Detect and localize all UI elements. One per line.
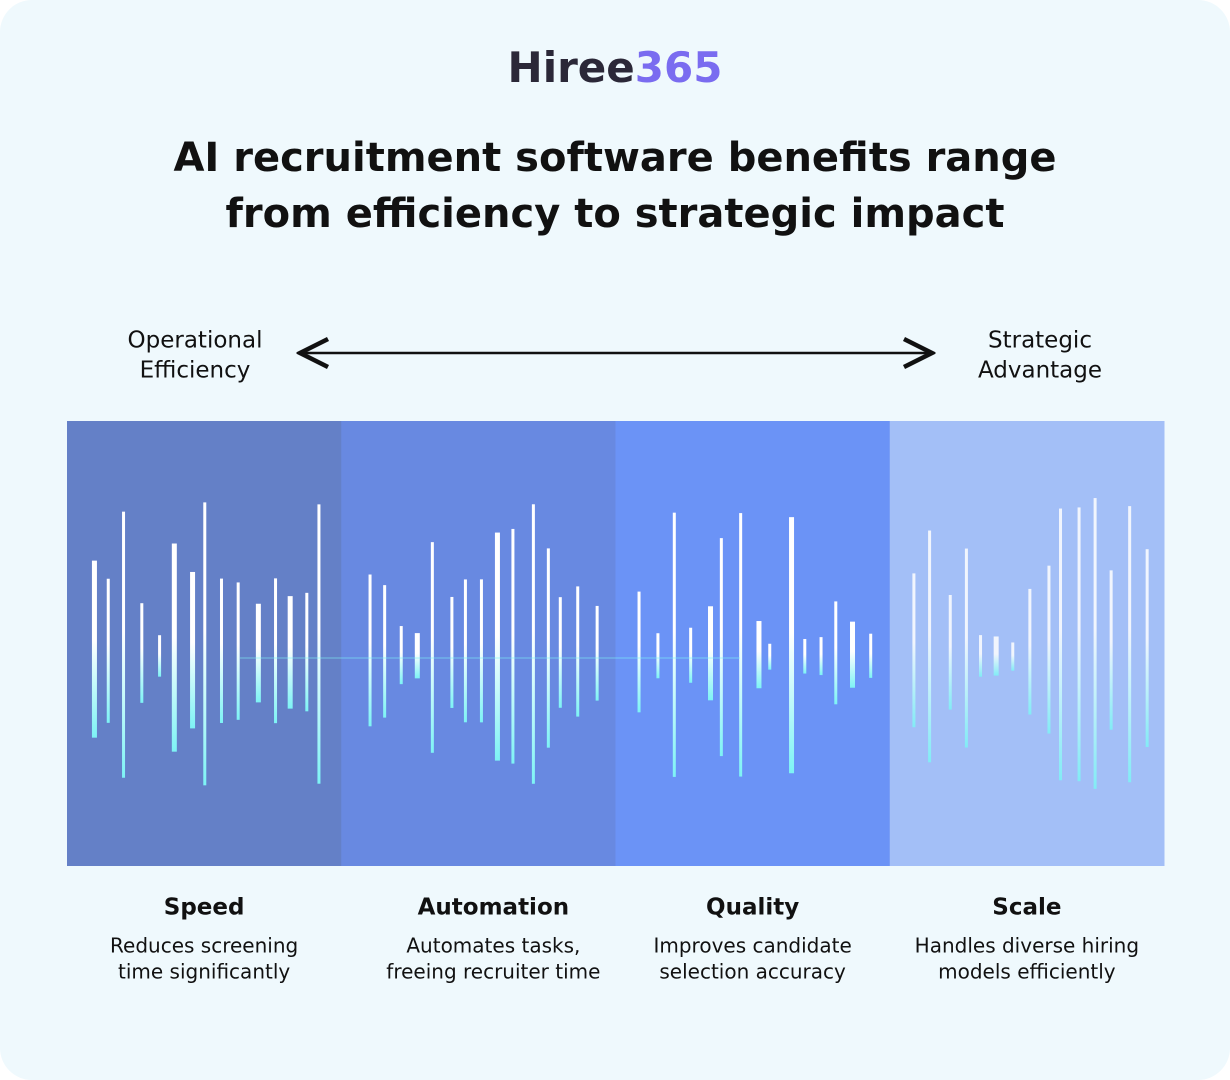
wave-bar xyxy=(1145,549,1149,748)
wave-bar xyxy=(158,635,162,677)
logo: Hiree365 xyxy=(508,43,723,92)
waveform xyxy=(912,498,1149,789)
wave-bar xyxy=(106,578,110,723)
segment-description: Reduces screening xyxy=(110,934,298,958)
wave-bar xyxy=(1059,508,1063,781)
wave-bar xyxy=(287,596,293,709)
wave-bar xyxy=(190,571,196,729)
scale-left-label: Operational xyxy=(128,328,263,354)
segment-description: Improves candidate xyxy=(653,934,851,958)
waveform xyxy=(91,502,321,786)
segment-title: Scale xyxy=(992,895,1061,921)
segment-title: Automation xyxy=(418,895,570,921)
wave-bar xyxy=(317,504,321,784)
wave-bar xyxy=(140,603,144,703)
scale-right-label: Strategic xyxy=(988,328,1092,354)
wave-bar xyxy=(1011,642,1015,671)
segment-description: selection accuracy xyxy=(659,960,846,984)
title: AI recruitment software benefits range xyxy=(173,135,1056,181)
wave-bar xyxy=(595,605,599,701)
wave-bar xyxy=(546,548,550,748)
wave-bar xyxy=(219,578,223,723)
wave-bar xyxy=(850,621,856,688)
wave-bar xyxy=(803,638,807,674)
segment-panel xyxy=(341,421,616,866)
waveform xyxy=(368,504,599,784)
segment-description: models efficiently xyxy=(938,960,1116,984)
wave-bar xyxy=(689,627,693,683)
wave-bar xyxy=(656,633,660,679)
segment-title: Speed xyxy=(164,895,245,921)
wave-bar xyxy=(834,601,838,705)
scale-right-label: Advantage xyxy=(978,358,1102,384)
wave-bar xyxy=(203,502,207,786)
scale-left-label: Efficiency xyxy=(140,358,251,384)
wave-bar xyxy=(463,579,467,723)
wave-bar xyxy=(912,573,916,728)
wave-bar xyxy=(368,574,372,727)
segment-description: time significantly xyxy=(118,960,290,984)
wave-bar xyxy=(1047,565,1051,734)
wave-bar xyxy=(399,626,403,685)
wave-bar xyxy=(768,643,772,670)
wave-bar xyxy=(414,633,420,679)
segment-title: Quality xyxy=(706,895,799,921)
wave-bar xyxy=(1028,588,1032,715)
wave-bar xyxy=(450,596,454,708)
wave-bar xyxy=(511,528,515,764)
wave-bar xyxy=(274,578,278,724)
wave-bar xyxy=(494,532,500,761)
waveform xyxy=(637,512,873,777)
wave-bar xyxy=(789,517,795,774)
wave-bar xyxy=(637,591,641,713)
wave-bar xyxy=(91,560,97,738)
wave-bar xyxy=(708,606,714,701)
segment-description: freeing recruiter time xyxy=(386,960,600,984)
wave-bar xyxy=(869,633,873,678)
wave-bar xyxy=(819,637,823,676)
wave-bar xyxy=(756,621,762,689)
wave-bar xyxy=(255,603,261,703)
wave-bar xyxy=(948,594,952,710)
title: from efficiency to strategic impact xyxy=(226,191,1005,237)
wave-bar xyxy=(1128,506,1132,783)
wave-bar xyxy=(928,530,932,763)
wave-bar xyxy=(964,548,968,748)
wave-bar xyxy=(383,585,387,718)
wave-bar xyxy=(979,635,983,677)
wave-bar xyxy=(1077,507,1081,782)
wave-bar xyxy=(430,542,434,753)
wave-bar xyxy=(558,597,562,708)
wave-bar xyxy=(305,592,309,712)
segment-panel xyxy=(615,421,891,866)
wave-bar xyxy=(122,511,126,778)
wave-bar xyxy=(479,579,483,723)
wave-bar xyxy=(171,543,177,752)
logo-name: Hiree xyxy=(508,43,635,92)
wave-bar xyxy=(739,513,743,777)
wave-bar xyxy=(576,586,580,717)
segment-panel xyxy=(889,421,1165,866)
wave-bar xyxy=(1109,570,1113,730)
segment-description: Automates tasks, xyxy=(406,934,580,958)
segment-description: Handles diverse hiring xyxy=(915,934,1139,958)
wave-bar xyxy=(993,636,999,676)
wave-bar xyxy=(672,512,676,777)
logo-number: 365 xyxy=(635,43,723,92)
wave-bar xyxy=(531,504,535,784)
wave-bar xyxy=(236,582,240,720)
wave-bar xyxy=(719,538,723,757)
wave-bar xyxy=(1093,498,1097,789)
